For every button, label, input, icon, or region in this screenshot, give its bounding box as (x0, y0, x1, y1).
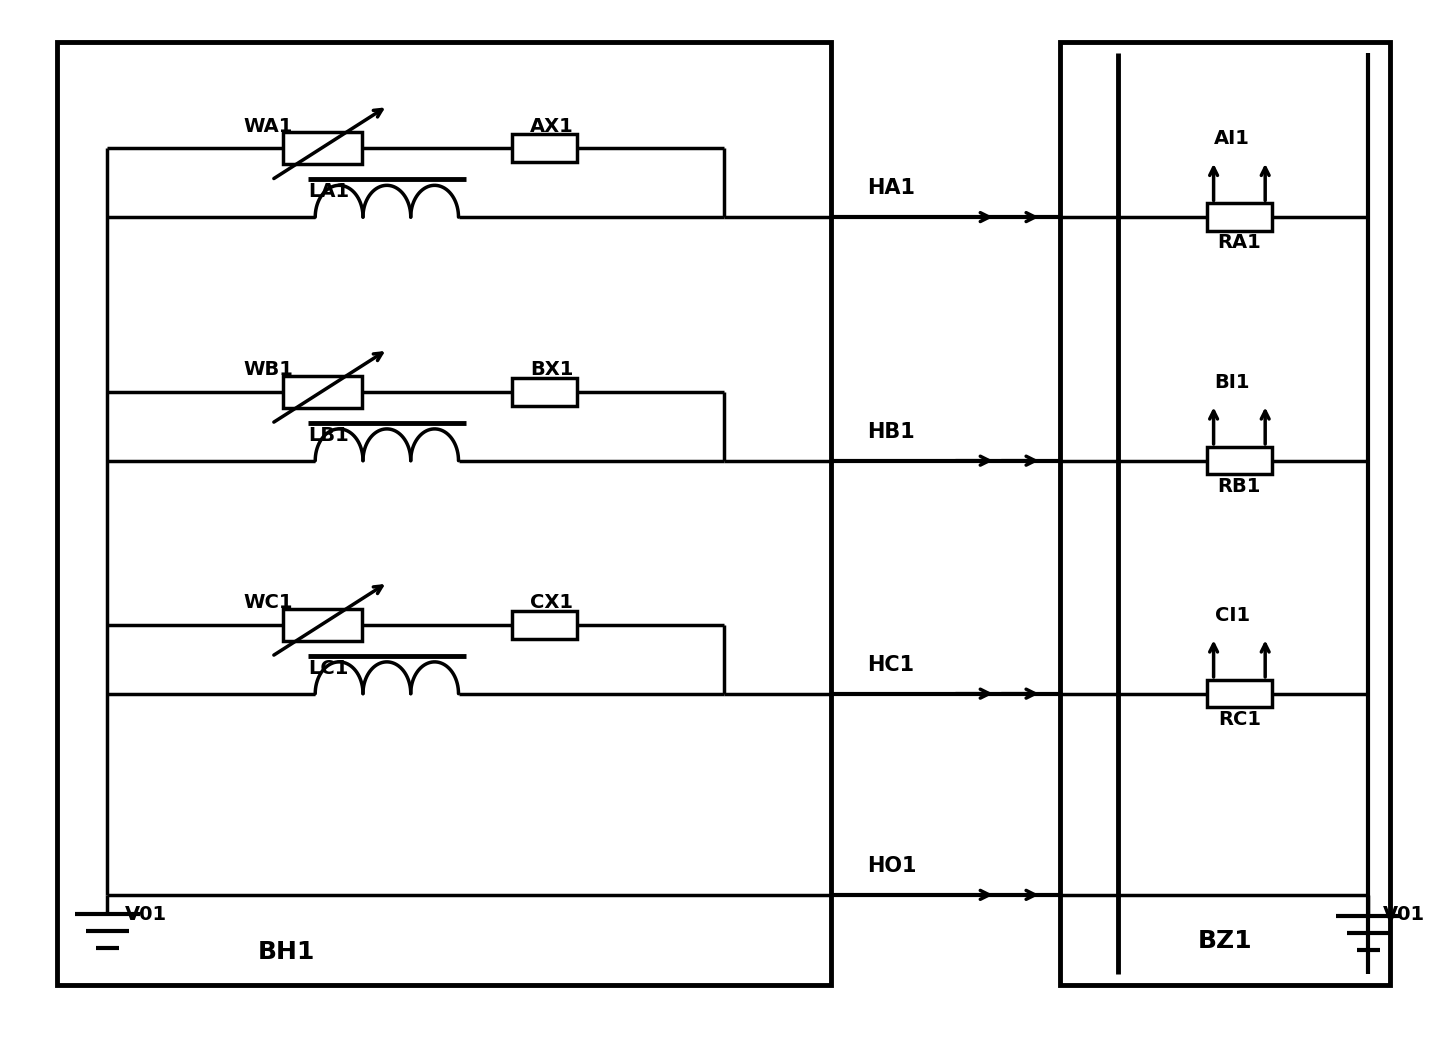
Bar (513, 378, 577, 406)
Text: BX1: BX1 (530, 360, 573, 379)
Bar (1208, 680, 1272, 707)
Text: LA1: LA1 (309, 182, 349, 201)
Text: HC1: HC1 (867, 654, 913, 675)
Bar (283, 132, 362, 164)
Text: RB1: RB1 (1218, 477, 1261, 496)
Bar (1208, 447, 1272, 474)
Text: CX1: CX1 (530, 593, 573, 612)
Bar (1060, 42, 1390, 985)
Text: BH1: BH1 (258, 939, 316, 964)
Text: RC1: RC1 (1218, 710, 1261, 729)
Text: WA1: WA1 (244, 116, 293, 136)
Text: V01: V01 (125, 905, 167, 925)
Text: V01: V01 (1383, 905, 1425, 925)
Bar (283, 376, 362, 408)
Text: LC1: LC1 (309, 659, 349, 678)
Text: BI1: BI1 (1215, 373, 1249, 392)
Text: LB1: LB1 (309, 426, 349, 445)
Bar (513, 611, 577, 639)
Bar (57, 42, 831, 985)
Text: WC1: WC1 (244, 593, 293, 612)
Text: AX1: AX1 (530, 116, 574, 136)
Bar (283, 609, 362, 641)
Text: HB1: HB1 (867, 421, 915, 442)
Text: CI1: CI1 (1215, 606, 1249, 625)
Text: HO1: HO1 (867, 856, 916, 876)
Text: RA1: RA1 (1218, 233, 1261, 252)
Text: BZ1: BZ1 (1198, 929, 1252, 953)
Bar (513, 134, 577, 162)
Text: WB1: WB1 (244, 360, 293, 379)
Text: AI1: AI1 (1215, 129, 1251, 148)
Text: HA1: HA1 (867, 178, 915, 198)
Bar (1208, 203, 1272, 231)
